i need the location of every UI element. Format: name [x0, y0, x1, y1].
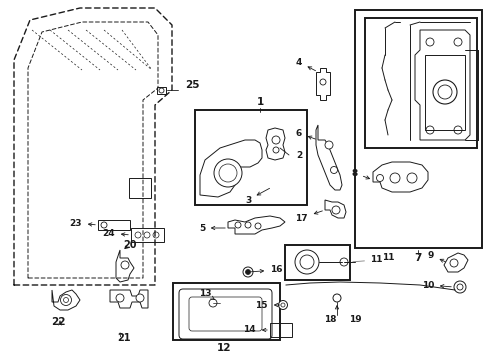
Circle shape	[143, 232, 150, 238]
Circle shape	[153, 232, 159, 238]
Bar	[269, 323, 291, 337]
Circle shape	[432, 80, 456, 104]
Text: 25: 25	[184, 80, 199, 90]
Circle shape	[208, 299, 217, 307]
Text: 17: 17	[295, 211, 322, 222]
Circle shape	[330, 166, 337, 174]
Circle shape	[453, 38, 461, 46]
Circle shape	[159, 88, 163, 93]
Bar	[285, 245, 349, 280]
Circle shape	[63, 297, 68, 302]
Text: 23: 23	[69, 219, 95, 228]
Circle shape	[235, 222, 241, 228]
Text: 20: 20	[123, 240, 137, 250]
Circle shape	[61, 294, 71, 306]
Text: 19: 19	[348, 315, 361, 324]
Text: 16: 16	[250, 266, 282, 275]
Circle shape	[319, 79, 325, 85]
Bar	[364, 18, 476, 148]
Circle shape	[406, 173, 416, 183]
Circle shape	[325, 141, 332, 149]
Text: 2: 2	[295, 150, 302, 159]
Circle shape	[332, 294, 340, 302]
Circle shape	[331, 206, 339, 214]
Circle shape	[425, 126, 433, 134]
Circle shape	[116, 294, 124, 302]
Text: 12: 12	[216, 343, 231, 353]
Circle shape	[272, 147, 279, 153]
Circle shape	[389, 173, 399, 183]
Circle shape	[214, 159, 242, 187]
Text: 9: 9	[427, 251, 445, 262]
Text: 11: 11	[381, 253, 394, 262]
Bar	[173, 283, 280, 340]
Bar	[98, 220, 130, 230]
Circle shape	[299, 255, 313, 269]
Bar	[424, 55, 464, 130]
Circle shape	[219, 164, 237, 182]
Text: 24: 24	[102, 229, 128, 238]
Circle shape	[135, 232, 141, 238]
Text: 4: 4	[295, 58, 315, 71]
Circle shape	[278, 301, 287, 310]
Circle shape	[245, 270, 250, 275]
Bar	[354, 10, 481, 248]
Circle shape	[121, 261, 129, 269]
Bar	[131, 228, 163, 242]
Text: 11: 11	[352, 256, 382, 265]
Circle shape	[453, 126, 461, 134]
Circle shape	[456, 284, 462, 290]
Circle shape	[101, 222, 107, 228]
Text: 7: 7	[413, 253, 421, 263]
Text: 1: 1	[256, 97, 263, 107]
Text: 5: 5	[198, 224, 225, 233]
Text: 13: 13	[198, 288, 214, 300]
Circle shape	[449, 259, 457, 267]
Circle shape	[243, 267, 252, 277]
Circle shape	[425, 38, 433, 46]
Text: 22: 22	[51, 317, 65, 327]
Circle shape	[453, 281, 465, 293]
Bar	[129, 178, 151, 198]
Text: 10: 10	[421, 280, 450, 289]
Circle shape	[339, 258, 347, 266]
Circle shape	[136, 294, 143, 302]
Text: 3: 3	[244, 188, 269, 204]
Circle shape	[271, 136, 280, 144]
Circle shape	[254, 223, 261, 229]
Text: 6: 6	[295, 129, 315, 139]
Text: 21: 21	[117, 333, 130, 343]
Circle shape	[437, 85, 451, 99]
Text: 8: 8	[351, 168, 369, 179]
Bar	[157, 87, 165, 94]
Bar	[195, 110, 306, 205]
Circle shape	[281, 303, 285, 307]
Text: 14: 14	[243, 325, 266, 334]
Text: 15: 15	[255, 301, 280, 310]
Circle shape	[244, 222, 250, 228]
Circle shape	[376, 175, 383, 181]
Text: 18: 18	[323, 315, 336, 324]
Circle shape	[294, 250, 318, 274]
